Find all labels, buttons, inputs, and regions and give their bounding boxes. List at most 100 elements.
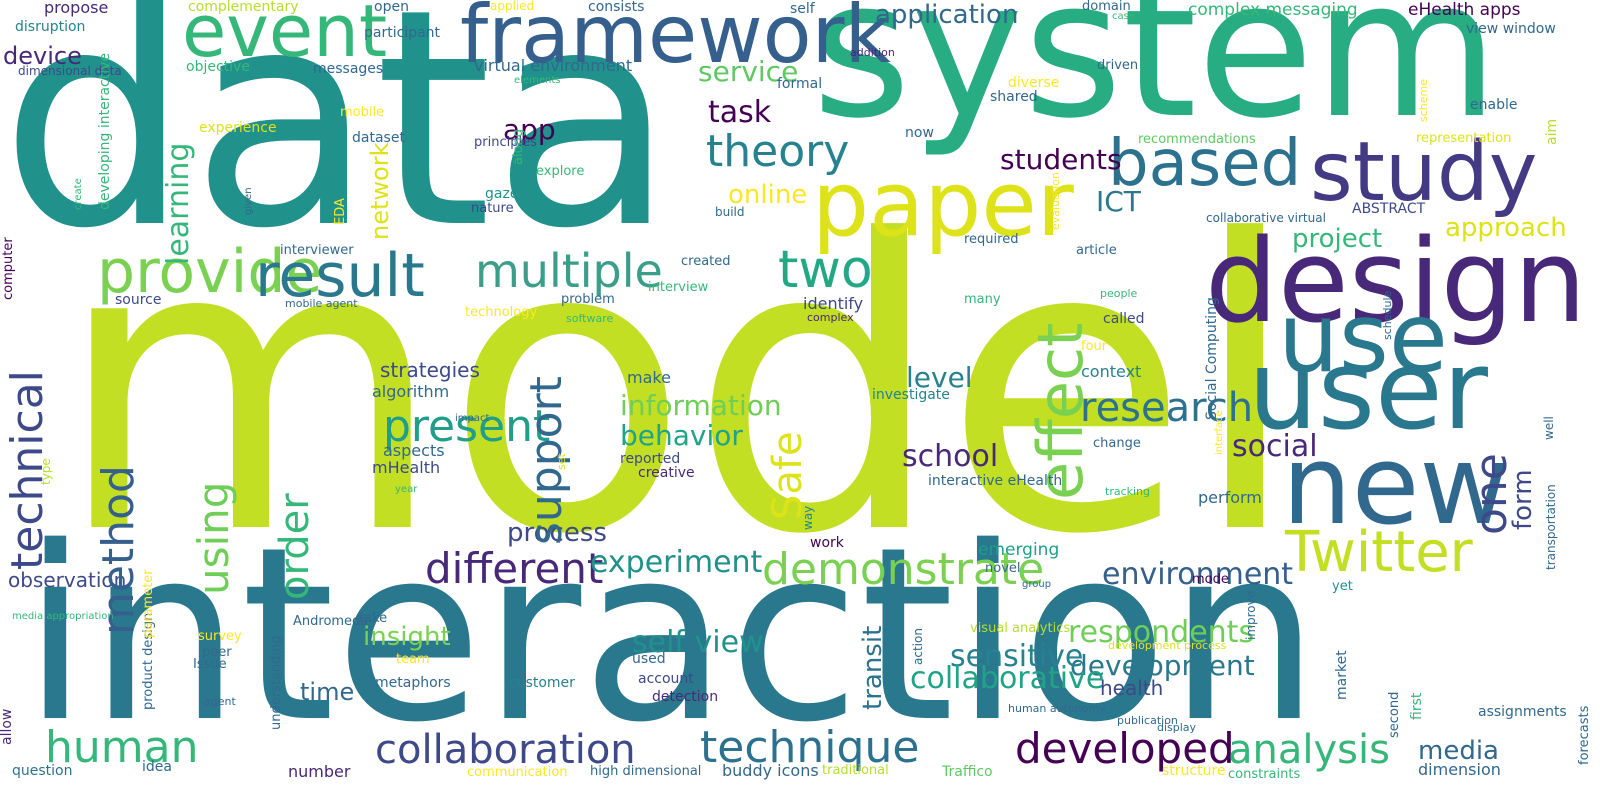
word-group: improve: [1244, 590, 1258, 640]
word-self-view: experiment: [590, 545, 763, 580]
word-identify: work: [810, 535, 844, 551]
word-buddy-icons: allow: [0, 708, 15, 745]
word-mobile-agent: collaborative virtual: [1206, 211, 1326, 225]
word-many: article: [1076, 243, 1117, 258]
word-context: four: [1081, 339, 1108, 354]
word-data: data: [0, 0, 676, 294]
word-aspects: mHealth: [372, 458, 441, 477]
word-propose: propose: [44, 0, 109, 17]
word-result: result: [255, 241, 425, 311]
word-schedule: self: [790, 1, 815, 17]
word-number: agent: [204, 695, 236, 708]
word-case: interface: [1214, 410, 1225, 455]
word-article: required: [964, 232, 1019, 247]
word-application: learning: [161, 142, 196, 265]
word-service: analysis: [1228, 727, 1390, 773]
word-self: schedule: [1381, 290, 1394, 340]
word-build: nature: [471, 201, 514, 216]
word-team: metaphors: [375, 675, 451, 691]
word-called: many: [964, 292, 1001, 307]
word-ict: present: [383, 401, 551, 452]
word-information: technique: [700, 722, 920, 773]
word-health: task: [708, 95, 772, 130]
word-publication: aim: [1544, 118, 1560, 145]
word-paper: paper: [812, 152, 1074, 257]
word-understanding: complementary: [188, 0, 299, 15]
word-study: study: [1310, 125, 1538, 220]
word-safe: process: [507, 518, 607, 548]
word-behavior: developed: [1015, 724, 1235, 773]
word-environment: collaboration: [375, 727, 636, 773]
word-addition: complex: [807, 311, 854, 324]
word-emerging: observation: [8, 568, 127, 592]
word-consists: people: [1100, 287, 1138, 300]
word-first: diverse: [1008, 75, 1060, 91]
word-parameter: mobile: [340, 105, 385, 120]
word-software: yet: [1332, 579, 1353, 594]
word-app: research: [1080, 385, 1254, 431]
word-students: collaborative: [910, 661, 1105, 696]
word-user: user: [1248, 326, 1488, 454]
word-second: formal: [777, 76, 823, 92]
word-school: information: [620, 389, 782, 422]
word-network: health: [1100, 676, 1164, 700]
word-development-process: forecasts: [1577, 705, 1592, 765]
word-problem: identify: [803, 294, 864, 313]
word-interface: domain: [1082, 0, 1131, 14]
word-given: given: [243, 187, 254, 215]
word-experiment: human: [45, 722, 199, 773]
word-transportation: recommendations: [1138, 132, 1256, 147]
word-interactive-ehealth: emerging: [978, 540, 1060, 560]
word-based: based: [1108, 127, 1302, 201]
word-mobile: publication: [1117, 714, 1178, 727]
word-tracking: representation: [1416, 131, 1512, 146]
word-investigate: interactive eHealth: [928, 473, 1063, 489]
word-creative: investigate: [872, 387, 950, 403]
word-action: case: [1112, 11, 1135, 22]
word-insight: school: [902, 439, 999, 474]
word-ehealth-apps: eHealth apps: [1408, 0, 1521, 20]
word-traditional: question: [12, 763, 73, 779]
word-well: now: [905, 125, 934, 141]
word-constraints: communication: [467, 765, 568, 780]
word-research: demonstrate: [762, 544, 1045, 595]
word-analysis: method: [93, 465, 144, 635]
word-diverse: technology: [465, 305, 538, 320]
word-order: online: [728, 180, 808, 210]
word-developing-interactive: type: [39, 458, 53, 485]
word-enable: structure: [1162, 763, 1226, 779]
word-aim: media appropriation: [12, 611, 114, 622]
word-technology: mode: [1192, 572, 1229, 587]
word-survey: Issue: [193, 657, 227, 672]
word-required: ABSTRACT: [1352, 201, 1426, 217]
word-customer: detection: [652, 689, 719, 705]
word-disruption: disruption: [15, 19, 86, 35]
word-eda: EDA: [333, 198, 348, 225]
word-interaction: interaction: [22, 495, 1320, 775]
word-domain: evaluation: [1049, 172, 1062, 230]
word-assignments: traditional: [822, 763, 889, 778]
word-elements: Social Computing: [1204, 297, 1220, 420]
word-structure: buddy icons: [722, 761, 819, 780]
word-type: dimensional data: [18, 64, 122, 78]
word-evaluation: consists: [588, 0, 645, 15]
word-explore: principles: [474, 135, 537, 150]
word-work: perform: [1198, 488, 1262, 507]
word-year: novel: [985, 561, 1021, 576]
word-mode: market: [1334, 650, 1350, 700]
word-virtual-environment: virtual environment: [474, 56, 633, 75]
word-create: create: [73, 178, 84, 210]
word-observation: application: [875, 0, 1019, 30]
word-recommendations: set: [555, 453, 568, 470]
word-now: impact: [455, 413, 490, 424]
word-approach: respondents: [1068, 615, 1255, 650]
word-using: network: [366, 142, 394, 240]
word-interview: interviewer: [280, 243, 354, 258]
word-perform: change: [1093, 436, 1141, 451]
word-complexity: transportation: [1544, 484, 1558, 570]
word-one: insight: [363, 622, 451, 652]
word-formal: software: [566, 312, 614, 325]
word-set: messages: [313, 61, 384, 77]
word-metaphors: customer: [509, 675, 575, 691]
word-created: interview: [648, 280, 709, 295]
